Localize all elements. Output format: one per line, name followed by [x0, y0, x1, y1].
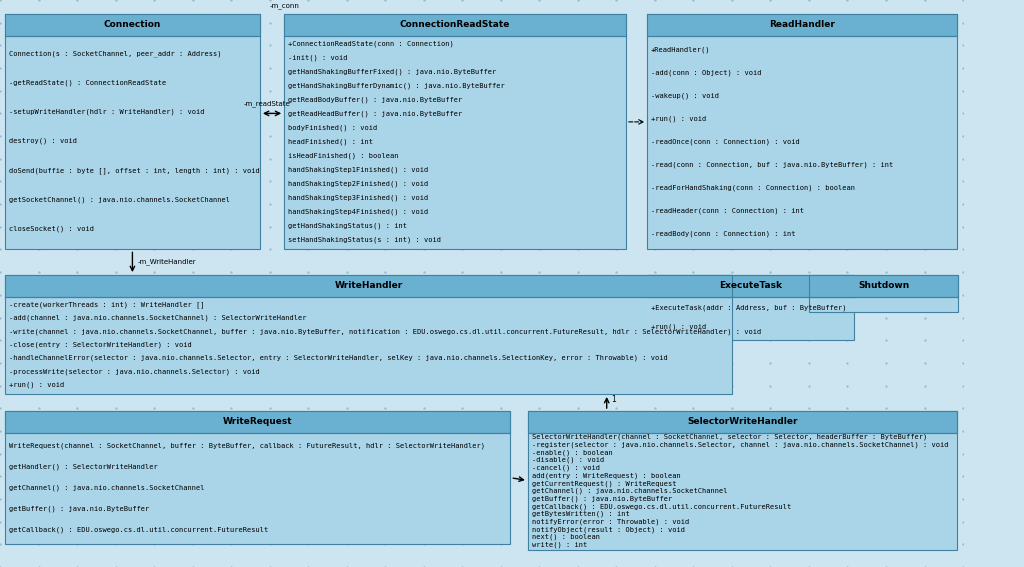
- Text: +ReadHandler(): +ReadHandler(): [651, 46, 711, 53]
- Text: -handleChannelError(selector : java.nio.channels.Selector, entry : SelectorWrite: -handleChannelError(selector : java.nio.…: [8, 355, 668, 361]
- Text: write() : int: write() : int: [531, 541, 587, 548]
- Text: getHandler() : SelectorWriteHandler: getHandler() : SelectorWriteHandler: [8, 463, 158, 469]
- Text: getHandShakingBufferFixed() : java.nio.ByteBuffer: getHandShakingBufferFixed() : java.nio.B…: [288, 69, 497, 75]
- Text: +ExecuteTask(addr : Address, buf : ByteBuffer): +ExecuteTask(addr : Address, buf : ByteB…: [651, 304, 847, 311]
- Text: getHandShakingStatus() : int: getHandShakingStatus() : int: [288, 222, 407, 229]
- Text: -setupWriteHandler(hdlr : WriteHandler) : void: -setupWriteHandler(hdlr : WriteHandler) …: [8, 109, 204, 115]
- Text: getCallback() : EDU.oswego.cs.dl.util.concurrent.FutureResult: getCallback() : EDU.oswego.cs.dl.util.co…: [8, 526, 268, 533]
- Text: getChannel() : java.nio.channels.SocketChannel: getChannel() : java.nio.channels.SocketC…: [8, 484, 204, 490]
- Text: notifyObject(result : Object) : void: notifyObject(result : Object) : void: [531, 526, 685, 532]
- Text: handShakingStep2Finished() : void: handShakingStep2Finished() : void: [288, 180, 428, 187]
- Bar: [527, 411, 957, 433]
- Text: getCurrentRequest() : WriteRequest: getCurrentRequest() : WriteRequest: [531, 480, 676, 486]
- Text: getHandShakingBufferDynamic() : java.nio.ByteBuffer: getHandShakingBufferDynamic() : java.nio…: [288, 83, 505, 89]
- Bar: [5, 411, 510, 544]
- Text: -wakeup() : void: -wakeup() : void: [651, 92, 719, 99]
- Text: WriteHandler: WriteHandler: [334, 281, 402, 290]
- Text: add(entry : WriteRequest) : boolean: add(entry : WriteRequest) : boolean: [531, 472, 680, 479]
- Text: isHeadFinished() : boolean: isHeadFinished() : boolean: [288, 153, 398, 159]
- Text: getReadHeadBuffer() : java.nio.ByteBuffer: getReadHeadBuffer() : java.nio.ByteBuffe…: [288, 111, 462, 117]
- Text: -close(entry : SelectorWriteHandler) : void: -close(entry : SelectorWriteHandler) : v…: [8, 341, 191, 348]
- Text: ConnectionReadState: ConnectionReadState: [399, 20, 510, 29]
- Text: -m_readState: -m_readState: [244, 100, 291, 107]
- Text: -register(selector : java.nio.channels.Selector, channel : java.nio.channels.Soc: -register(selector : java.nio.channels.S…: [531, 442, 948, 448]
- Text: getBytesWritten() : int: getBytesWritten() : int: [531, 511, 630, 517]
- Text: -create(workerThreads : int) : WriteHandler []: -create(workerThreads : int) : WriteHand…: [8, 301, 204, 308]
- Bar: [647, 14, 957, 249]
- Text: WriteRequest(channel : SocketChannel, buffer : ByteBuffer, callback : FutureResu: WriteRequest(channel : SocketChannel, bu…: [8, 442, 484, 448]
- Text: -m_conn: -m_conn: [269, 2, 300, 9]
- Bar: [647, 275, 854, 340]
- Text: handShakingStep4Finished() : void: handShakingStep4Finished() : void: [288, 209, 428, 215]
- Text: getReadBodyBuffer() : java.nio.ByteBuffer: getReadBodyBuffer() : java.nio.ByteBuffe…: [288, 97, 462, 103]
- Bar: [5, 14, 260, 36]
- Text: ReadHandler: ReadHandler: [769, 20, 836, 29]
- Bar: [284, 14, 626, 249]
- Text: -getReadState() : ConnectionReadState: -getReadState() : ConnectionReadState: [8, 79, 166, 86]
- Bar: [5, 275, 732, 297]
- Bar: [5, 411, 510, 433]
- Text: -readHeader(conn : Connection) : int: -readHeader(conn : Connection) : int: [651, 207, 804, 214]
- Text: SelectorWriteHandler(channel : SocketChannel, selector : Selector, headerBuffer : SelectorWriteHandler(channel : SocketCha…: [531, 434, 927, 441]
- Text: getCallback() : EDU.oswego.cs.dl.util.concurrent.FutureResult: getCallback() : EDU.oswego.cs.dl.util.co…: [531, 503, 791, 510]
- Text: ExecuteTask: ExecuteTask: [719, 281, 782, 290]
- Text: -processWrite(selector : java.nio.channels.Selector) : void: -processWrite(selector : java.nio.channe…: [8, 368, 259, 375]
- Text: Connection(s : SocketChannel, peer_addr : Address): Connection(s : SocketChannel, peer_addr …: [8, 50, 221, 57]
- Text: Connection: Connection: [103, 20, 161, 29]
- Text: -add(conn : Object) : void: -add(conn : Object) : void: [651, 69, 762, 76]
- Text: -m_WriteHandler: -m_WriteHandler: [137, 259, 196, 265]
- Text: bodyFinished() : void: bodyFinished() : void: [288, 125, 377, 131]
- Text: 1: 1: [611, 395, 616, 404]
- Bar: [647, 275, 854, 297]
- Text: -cancel() : void: -cancel() : void: [531, 465, 600, 471]
- Text: closeSocket() : void: closeSocket() : void: [8, 226, 93, 232]
- Text: destroy() : void: destroy() : void: [8, 138, 77, 145]
- Bar: [809, 275, 958, 297]
- Text: SelectorWriteHandler: SelectorWriteHandler: [687, 417, 798, 426]
- Text: getChannel() : java.nio.channels.SocketChannel: getChannel() : java.nio.channels.SocketC…: [531, 488, 727, 494]
- Text: handShakingStep1Finished() : void: handShakingStep1Finished() : void: [288, 167, 428, 173]
- Text: +run() : void: +run() : void: [651, 115, 707, 122]
- Text: -enable() : boolean: -enable() : boolean: [531, 449, 612, 456]
- Bar: [527, 411, 957, 550]
- Text: Shutdown: Shutdown: [858, 281, 909, 290]
- Text: setHandShakingStatus(s : int) : void: setHandShakingStatus(s : int) : void: [288, 236, 441, 243]
- Text: getBuffer() : java.nio.ByteBuffer: getBuffer() : java.nio.ByteBuffer: [531, 496, 672, 502]
- Text: next() : boolean: next() : boolean: [531, 534, 600, 540]
- Text: getSocketChannel() : java.nio.channels.SocketChannel: getSocketChannel() : java.nio.channels.S…: [8, 196, 229, 203]
- Text: -disable() : void: -disable() : void: [531, 457, 604, 463]
- Text: +run() : void: +run() : void: [8, 382, 63, 388]
- Text: +ConnectionReadState(conn : Connection): +ConnectionReadState(conn : Connection): [288, 41, 454, 48]
- Bar: [647, 14, 957, 36]
- Text: handShakingStep3Finished() : void: handShakingStep3Finished() : void: [288, 194, 428, 201]
- Text: -readBody(conn : Connection) : int: -readBody(conn : Connection) : int: [651, 230, 796, 236]
- Text: -readForHandShaking(conn : Connection) : boolean: -readForHandShaking(conn : Connection) :…: [651, 184, 855, 191]
- Text: -read(conn : Connection, buf : java.nio.ByteBuffer) : int: -read(conn : Connection, buf : java.nio.…: [651, 161, 893, 168]
- Text: getBuffer() : java.nio.ByteBuffer: getBuffer() : java.nio.ByteBuffer: [8, 505, 148, 512]
- Bar: [809, 275, 958, 312]
- Text: -add(channel : java.nio.channels.SocketChannel) : SelectorWriteHandler: -add(channel : java.nio.channels.SocketC…: [8, 315, 306, 321]
- Bar: [5, 275, 732, 394]
- Text: +run() : void: +run() : void: [651, 324, 707, 330]
- Text: -readOnce(conn : Connection) : void: -readOnce(conn : Connection) : void: [651, 138, 800, 145]
- Text: headFinished() : int: headFinished() : int: [288, 139, 373, 145]
- Bar: [5, 14, 260, 249]
- Bar: [284, 14, 626, 36]
- Text: -init() : void: -init() : void: [288, 55, 347, 61]
- Text: doSend(buffie : byte [], offset : int, length : int) : void: doSend(buffie : byte [], offset : int, l…: [8, 167, 259, 174]
- Text: -write(channel : java.nio.channels.SocketChannel, buffer : java.nio.ByteBuffer, : -write(channel : java.nio.channels.Socke…: [8, 328, 761, 335]
- Text: notifyError(error : Throwable) : void: notifyError(error : Throwable) : void: [531, 518, 689, 525]
- Text: WriteRequest: WriteRequest: [223, 417, 293, 426]
